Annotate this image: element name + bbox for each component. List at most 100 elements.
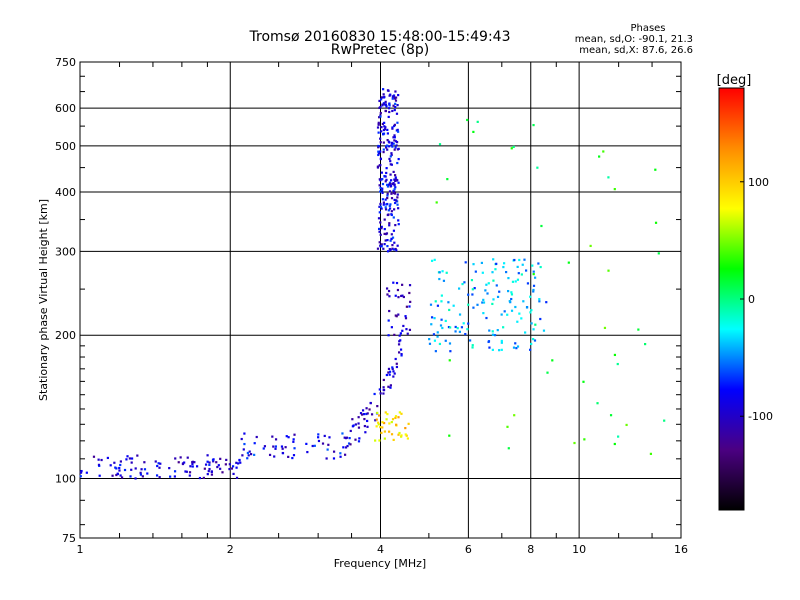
data-point: [507, 447, 510, 450]
data-point: [390, 197, 394, 200]
data-point: [607, 176, 610, 179]
data-point: [513, 258, 516, 262]
data-point: [520, 273, 523, 276]
data-point: [368, 408, 371, 411]
data-point: [111, 474, 114, 477]
data-point: [383, 218, 386, 221]
x-axis-label: Frequency [MHz]: [334, 557, 426, 570]
data-point: [366, 419, 369, 423]
data-point: [401, 294, 404, 297]
data-point: [381, 187, 384, 190]
data-point: [181, 462, 185, 466]
colorbar-tick-label: 100: [748, 176, 769, 189]
data-point: [231, 465, 235, 468]
data-point: [380, 207, 383, 210]
data-point: [393, 241, 396, 244]
data-point: [386, 293, 389, 296]
data-point: [392, 95, 395, 98]
data-point: [379, 221, 382, 224]
data-point: [447, 301, 450, 304]
data-point: [654, 168, 657, 171]
data-point: [481, 301, 484, 304]
data-point: [396, 203, 399, 206]
data-point: [382, 203, 385, 206]
data-point: [539, 317, 542, 321]
data-point: [398, 340, 401, 343]
data-point: [387, 367, 391, 371]
data-point: [434, 350, 437, 353]
data-point: [311, 444, 314, 448]
data-point: [598, 155, 601, 158]
data-point: [377, 153, 380, 157]
data-point: [398, 334, 401, 337]
data-point: [317, 436, 320, 439]
data-point: [637, 328, 640, 331]
data-point: [428, 342, 432, 345]
data-point: [246, 451, 249, 455]
data-point: [207, 470, 210, 473]
data-point: [613, 188, 616, 191]
data-point: [392, 189, 395, 192]
data-point: [380, 98, 383, 101]
data-point: [397, 433, 400, 436]
data-point: [530, 342, 533, 346]
data-point: [191, 465, 194, 468]
data-point: [445, 271, 448, 274]
data-point: [126, 455, 129, 458]
data-point: [456, 327, 459, 330]
plot-area: 1 2 4 6 8 10 16 75 100 200 300 400 500 600 750: [55, 56, 688, 556]
data-point: [154, 460, 157, 463]
data-point: [503, 310, 506, 313]
data-point: [532, 328, 535, 331]
data-point: [394, 174, 397, 177]
data-point: [402, 324, 405, 328]
data-point: [514, 280, 517, 283]
data-point: [378, 164, 381, 167]
data-point: [128, 457, 132, 460]
data-point: [491, 271, 494, 274]
data-point: [406, 437, 410, 440]
data-point: [444, 319, 447, 323]
data-point: [389, 160, 392, 163]
data-point: [208, 461, 211, 464]
data-point: [293, 433, 296, 436]
data-point: [379, 392, 382, 395]
data-point: [502, 265, 505, 269]
data-point: [473, 287, 476, 290]
data-point: [384, 198, 387, 201]
data-point: [396, 244, 399, 247]
data-point: [382, 247, 385, 250]
data-point: [404, 315, 407, 318]
data-point: [397, 147, 400, 150]
data-point: [130, 461, 133, 464]
data-point: [376, 247, 380, 250]
data-point: [268, 453, 272, 457]
data-point: [472, 130, 475, 134]
data-point: [398, 411, 401, 414]
data-point: [186, 456, 189, 459]
data-point: [391, 126, 394, 129]
data-point: [395, 199, 398, 202]
data-point: [397, 351, 401, 354]
data-point: [393, 148, 396, 151]
data-point: [481, 271, 484, 274]
data-point: [408, 284, 412, 287]
data-point: [484, 289, 487, 292]
data-point: [468, 339, 472, 342]
data-point: [378, 439, 381, 442]
data-point: [179, 456, 182, 459]
data-point: [388, 373, 391, 376]
data-point: [436, 335, 439, 338]
data-point: [449, 326, 452, 329]
data-point: [384, 239, 387, 242]
data-point: [510, 297, 513, 301]
data-point: [134, 467, 137, 470]
data-point: [159, 462, 162, 465]
data-point: [393, 372, 396, 375]
data-point: [349, 443, 352, 446]
data-point: [386, 250, 390, 253]
data-point: [388, 295, 391, 298]
data-point: [386, 183, 389, 186]
data-point: [378, 230, 381, 233]
data-point: [351, 418, 354, 421]
